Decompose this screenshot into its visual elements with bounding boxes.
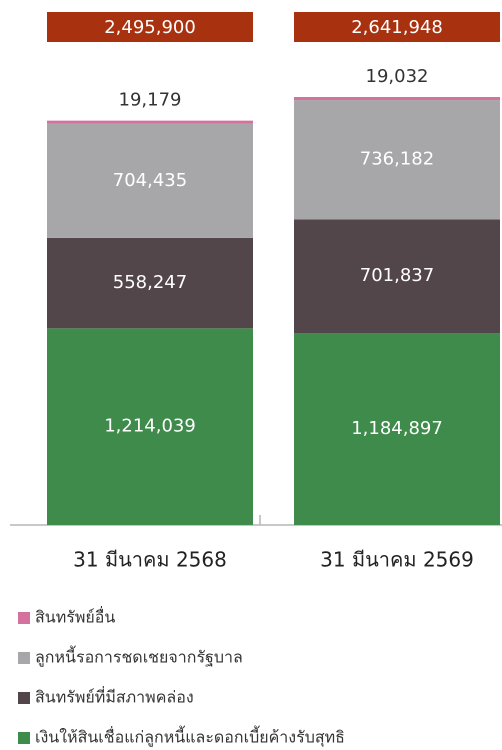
x-tick-label: 31 มีนาคม 2568 <box>73 548 227 572</box>
bar-segment <box>294 333 500 525</box>
bar-segment <box>294 100 500 220</box>
bar-segment <box>47 237 253 329</box>
total-label: 2,641,948 <box>351 17 443 38</box>
legend-swatch <box>18 612 30 624</box>
legend-label: ลูกหนี้รอการชดเชยจากรัฐบาล <box>35 646 243 668</box>
bar-segment <box>47 123 253 238</box>
data-label: 19,179 <box>119 90 182 111</box>
total-label: 2,495,900 <box>104 17 196 38</box>
bar-segment <box>294 97 500 101</box>
bar-segment <box>294 219 500 334</box>
legend-label: สินทรัพย์ที่มีสภาพคล่อง <box>35 686 194 707</box>
data-label: 736,182 <box>360 149 434 170</box>
data-label: 558,247 <box>113 272 187 293</box>
legend-swatch <box>18 732 30 744</box>
data-label: 704,435 <box>113 170 187 191</box>
legend-label: สินทรัพย์อื่น <box>35 606 115 627</box>
data-label: 1,214,039 <box>104 416 196 437</box>
legend-swatch <box>18 692 30 704</box>
bar-segment <box>47 120 253 124</box>
total-box <box>47 12 253 42</box>
data-label: 1,184,897 <box>351 418 443 439</box>
total-box <box>294 12 500 42</box>
x-tick-label: 31 มีนาคม 2569 <box>320 548 474 572</box>
legend-swatch <box>18 652 30 664</box>
data-label: 19,032 <box>366 66 429 87</box>
bar-segment <box>47 328 253 525</box>
legend-label: เงินให้สินเชื่อแก่ลูกหนี้และดอกเบี้ยค้าง… <box>35 726 345 748</box>
data-label: 701,837 <box>360 265 434 286</box>
